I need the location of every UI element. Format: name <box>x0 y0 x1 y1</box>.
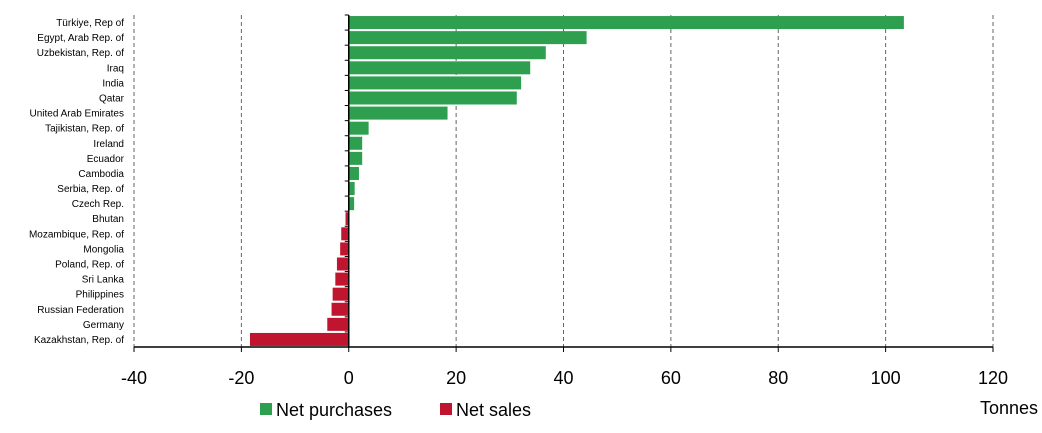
bar <box>336 257 349 271</box>
category-label: Egypt, Arab Rep. of <box>37 33 124 44</box>
category-label: Philippines <box>76 290 124 301</box>
category-label: Qatar <box>99 94 125 105</box>
x-tick-label: 0 <box>344 368 354 388</box>
bar <box>348 151 363 165</box>
legend: Net purchases Net sales <box>260 400 531 420</box>
category-label: Uzbekistan, Rep. of <box>37 48 124 59</box>
bar <box>345 212 349 226</box>
bar <box>348 31 587 45</box>
category-label: Bhutan <box>92 214 124 225</box>
legend-swatch-net-sales <box>440 403 452 415</box>
category-label: Czech Rep. <box>72 199 124 210</box>
category-labels: Türkiye, Rep of Egypt, Arab Rep. of Uzbeki… <box>29 18 125 346</box>
bar <box>348 166 359 180</box>
x-tick-labels: -40 -20 0 20 40 60 80 100 120 <box>121 368 1008 388</box>
bars <box>249 16 904 346</box>
bar <box>348 121 369 135</box>
bar <box>348 16 904 30</box>
bar <box>348 91 517 105</box>
bar <box>249 332 349 346</box>
bar <box>332 287 349 301</box>
legend-swatch-net-purchases <box>260 403 272 415</box>
axes <box>133 14 994 352</box>
x-tick-label: -20 <box>228 368 254 388</box>
category-label: Kazakhstan, Rep. of <box>34 335 124 346</box>
bar <box>348 182 355 196</box>
category-label: India <box>102 78 124 89</box>
bar <box>348 76 522 90</box>
category-label: Russian Federation <box>37 305 124 316</box>
bar <box>348 136 363 150</box>
category-label: United Arab Emirates <box>30 109 125 120</box>
bar <box>335 272 349 286</box>
category-label: Sri Lanka <box>82 275 125 286</box>
x-axis-label: Tonnes <box>980 398 1038 418</box>
gridlines <box>133 15 994 347</box>
x-tick-label: 100 <box>871 368 901 388</box>
category-label: Cambodia <box>78 169 124 180</box>
legend-label-net-sales: Net sales <box>456 400 531 420</box>
category-label: Mongolia <box>83 244 124 255</box>
bar <box>331 302 349 316</box>
category-label: Mozambique, Rep. of <box>29 229 124 240</box>
category-label: Türkiye, Rep of <box>56 18 124 29</box>
bar <box>327 317 349 331</box>
legend-label-net-purchases: Net purchases <box>276 400 392 420</box>
bar <box>348 61 531 75</box>
bar <box>341 227 349 241</box>
category-label: Poland, Rep. of <box>55 260 124 271</box>
x-tick-label: 20 <box>446 368 466 388</box>
category-label: Tajikistan, Rep. of <box>45 124 124 135</box>
x-tick-label: -40 <box>121 368 147 388</box>
x-tick-label: 40 <box>553 368 573 388</box>
x-tick-label: 120 <box>978 368 1008 388</box>
x-tick-label: 60 <box>661 368 681 388</box>
bar <box>340 242 349 256</box>
bar <box>348 197 355 211</box>
bar <box>348 106 448 120</box>
category-label: Serbia, Rep. of <box>57 184 124 195</box>
x-tick-label: 80 <box>768 368 788 388</box>
category-label: Ireland <box>93 139 124 150</box>
category-label: Germany <box>83 320 124 331</box>
category-label: Ecuador <box>87 154 125 165</box>
bar <box>348 46 546 60</box>
category-label: Iraq <box>107 63 124 74</box>
